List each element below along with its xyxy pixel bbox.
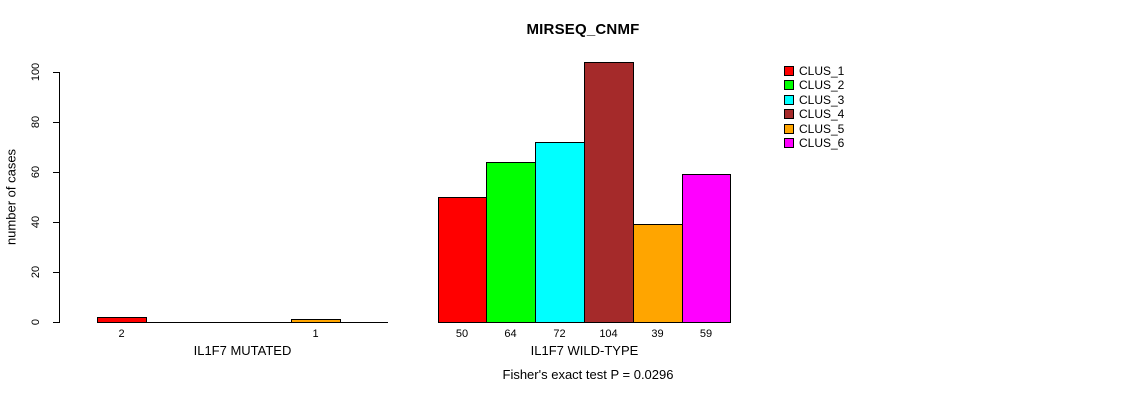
group-baseline [97,322,388,323]
y-tick-mark [53,222,60,223]
legend-row: CLUS_5 [784,123,844,135]
legend-row: CLUS_4 [784,108,844,120]
y-tick-mark [53,272,60,273]
legend: CLUS_1 CLUS_2 CLUS_3 CLUS_4 CLUS_5 CLUS_6 [784,65,844,151]
bar-value-label: 39 [651,328,664,340]
legend-color-swatch-icon [784,123,794,134]
group-label: IL1F7 WILD-TYPE [530,343,639,358]
legend-color-swatch-icon [784,80,794,91]
y-tick-label: 60 [30,165,42,179]
legend-color-swatch-icon [784,66,794,76]
legend-color-swatch-icon [784,94,794,105]
y-tick-label: 20 [30,265,42,279]
fisher-test-note: Fisher's exact test P = 0.0296 [502,367,674,382]
bar-clus_5 [291,319,341,323]
bar-value-label: 104 [599,328,618,340]
bar-value-label: 59 [699,328,713,340]
y-tick-mark [53,122,60,123]
legend-color-swatch-icon [784,137,794,148]
legend-label: CLUS_2 [799,78,845,93]
y-tick-label: 0 [30,318,42,326]
y-tick-label: 100 [30,62,42,82]
bar-value-label: 64 [504,328,517,340]
legend-row: CLUS_1 [784,65,844,77]
bar-value-label: 2 [118,328,125,340]
bar-clus_4 [584,62,634,323]
y-tick-mark [53,322,60,323]
y-tick-label: 40 [30,215,42,229]
y-axis-line [59,72,60,323]
legend-label: CLUS_3 [799,92,845,107]
bar-clus_2 [486,162,536,323]
bar-clus_1 [97,317,147,323]
bar-clus_6 [682,174,731,323]
group-label: IL1F7 MUTATED [193,343,292,358]
bar-value-label: 1 [312,328,319,340]
legend-label: CLUS_1 [799,64,845,78]
legend-row: CLUS_3 [784,94,844,106]
legend-label: CLUS_4 [799,107,845,122]
chart-title: MIRSEQ_CNMF [526,21,640,38]
legend-label: CLUS_5 [799,121,845,136]
legend-row: CLUS_2 [784,79,844,91]
bar-clus_3 [535,142,585,323]
bar-clus_1 [438,197,487,323]
bar-clus_5 [633,224,683,323]
y-tick-mark [53,172,60,173]
y-tick-mark [53,72,60,73]
bar-value-label: 50 [455,328,469,340]
y-axis-label: number of cases [3,148,19,246]
y-tick-label: 80 [30,115,42,129]
legend-row: CLUS_6 [784,137,844,149]
legend-color-swatch-icon [784,109,794,120]
bar-value-label: 72 [553,328,566,340]
legend-label: CLUS_6 [799,135,845,150]
